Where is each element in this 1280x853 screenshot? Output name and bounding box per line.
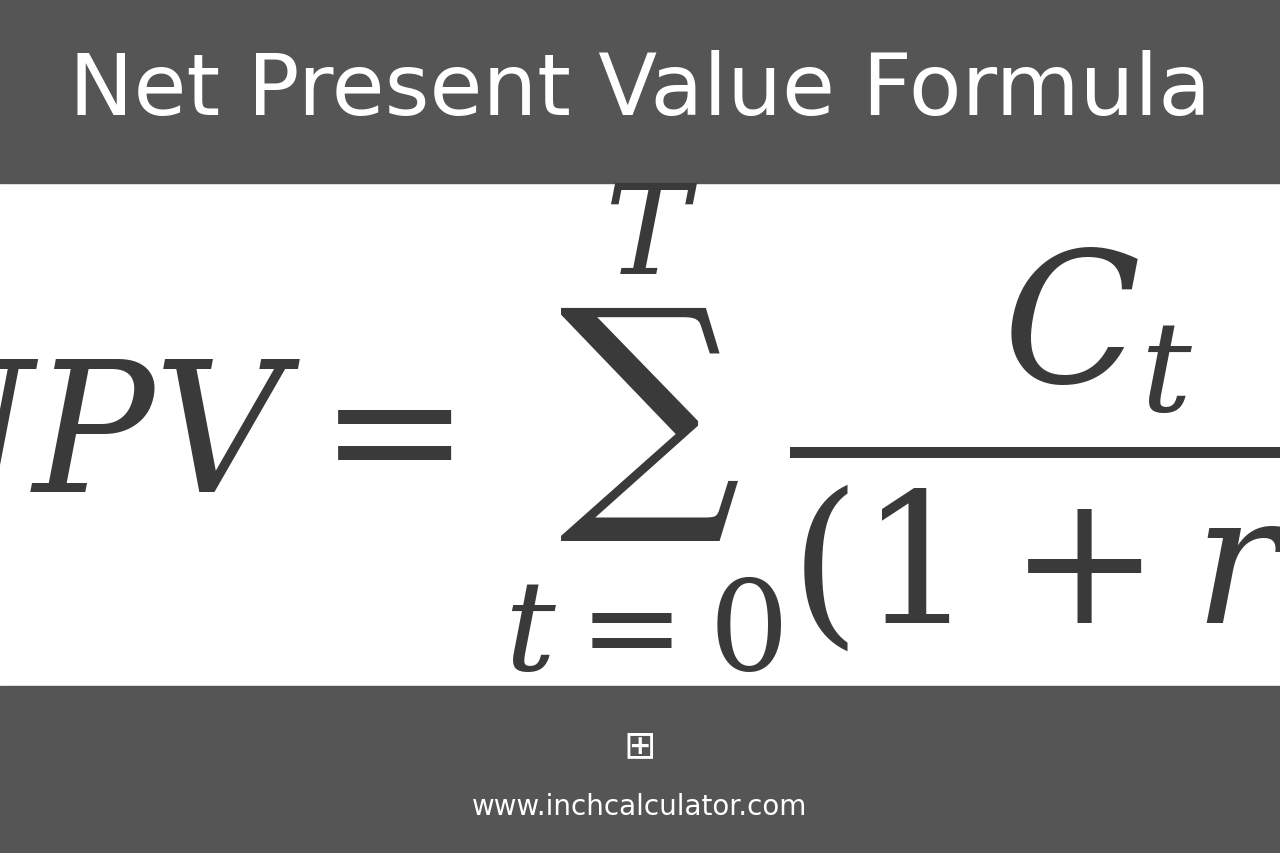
Text: www.inchcalculator.com: www.inchcalculator.com [472,792,808,821]
Bar [0,687,1280,853]
Text: $NPV = \sum_{t=0}^{T} \dfrac{C_t}{(1+r)^t}$: $NPV = \sum_{t=0}^{T} \dfrac{C_t}{(1+r)^… [0,179,1280,674]
Text: Net Present Value Formula: Net Present Value Formula [69,50,1211,133]
Bar [0,0,1280,183]
Text: ⊞: ⊞ [623,726,657,763]
